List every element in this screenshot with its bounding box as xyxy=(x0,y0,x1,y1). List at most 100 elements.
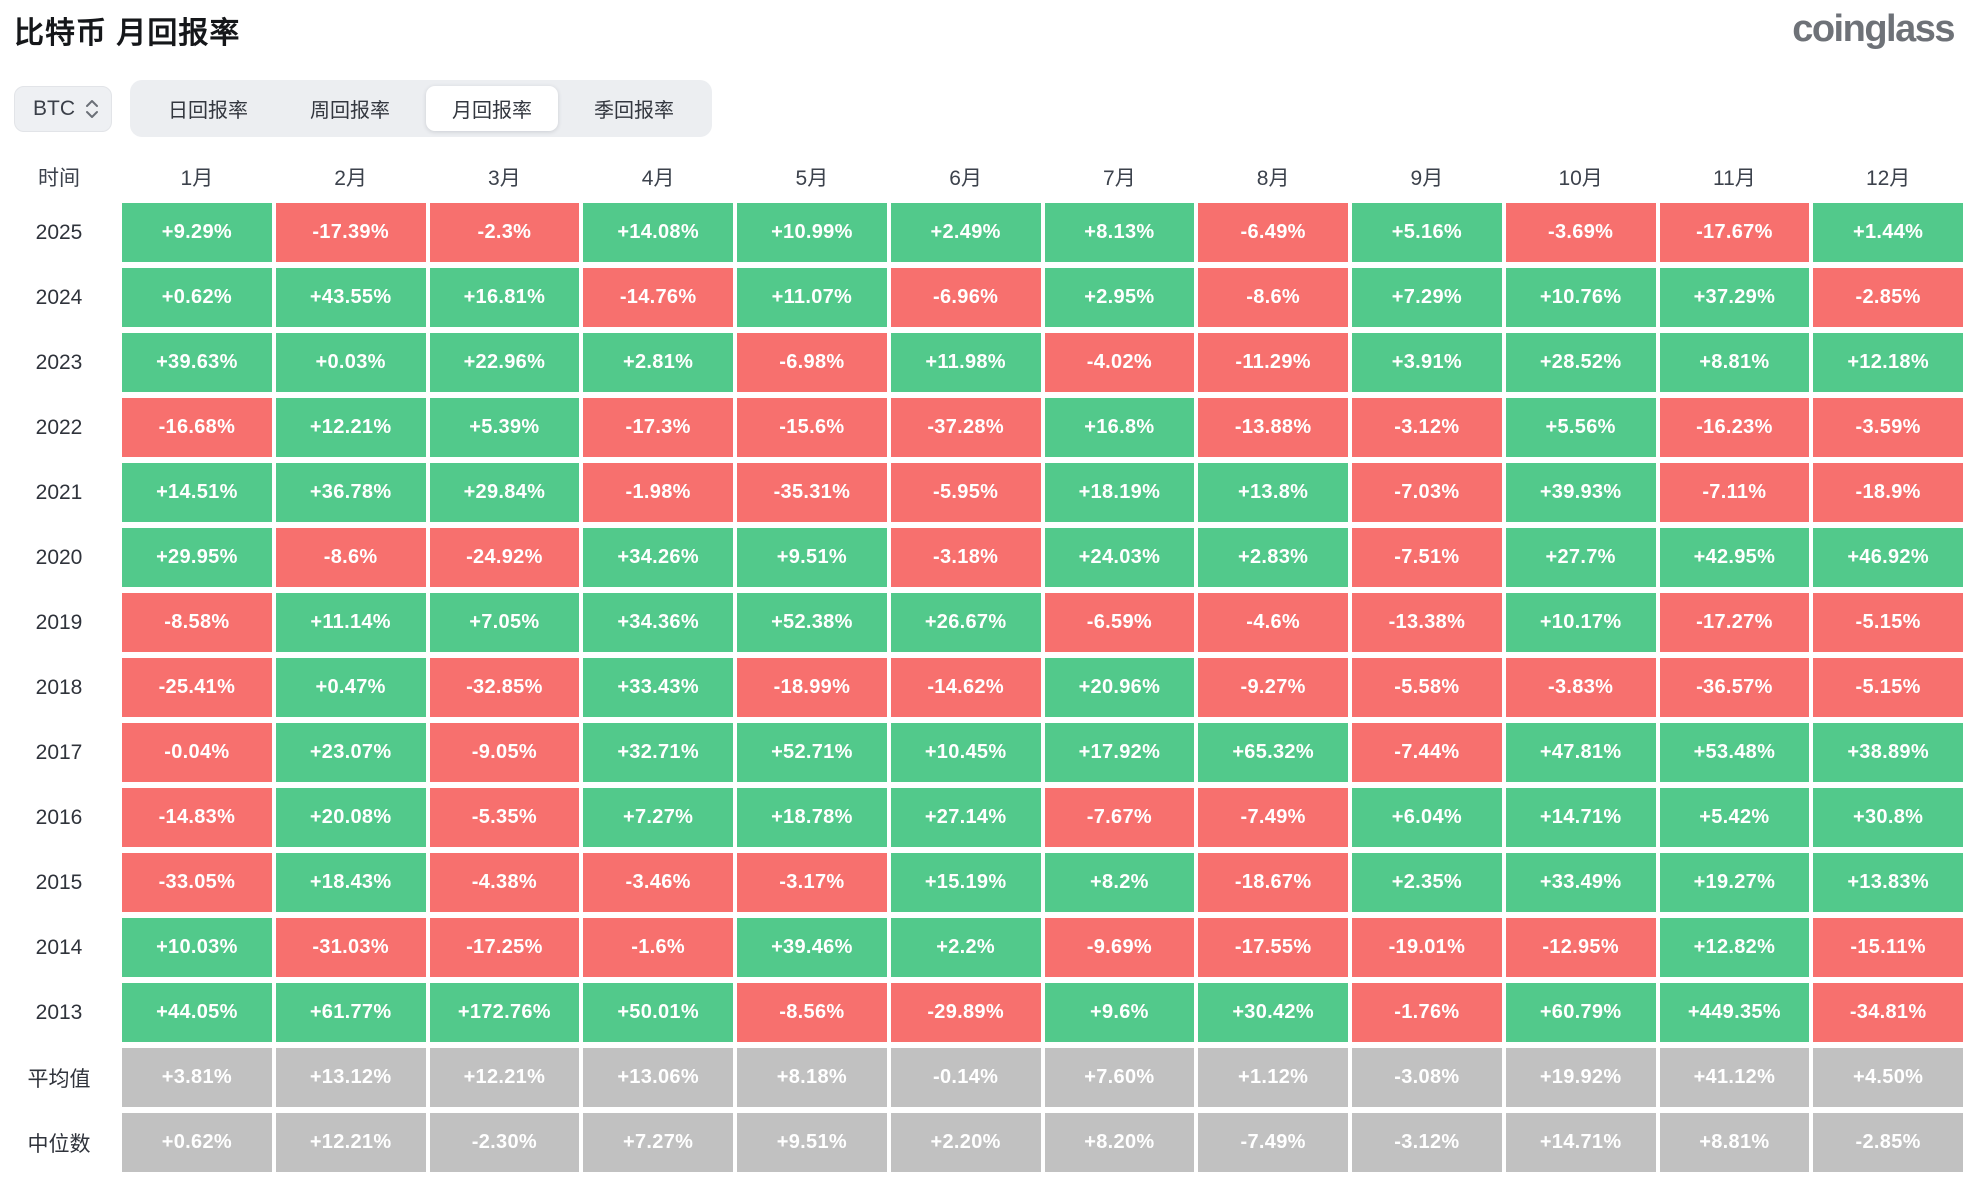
return-cell: +16.8% xyxy=(1044,398,1195,457)
return-cell: +27.7% xyxy=(1505,528,1656,587)
return-cell: +42.95% xyxy=(1659,528,1810,587)
return-cell: -9.27% xyxy=(1198,658,1348,717)
return-cell: +8.81% xyxy=(1659,1113,1810,1172)
row-label-year: 2021 xyxy=(35,480,83,504)
return-cell: -8.6% xyxy=(275,528,426,587)
return-cell: -6.59% xyxy=(1044,593,1195,652)
return-cell: -29.89% xyxy=(890,983,1041,1042)
return-cell: +13.12% xyxy=(275,1048,426,1107)
return-cell: +34.26% xyxy=(583,528,733,587)
return-cell: -7.67% xyxy=(1044,788,1195,847)
return-cell: -7.44% xyxy=(1352,723,1502,782)
return-cell: -24.92% xyxy=(429,528,580,587)
tab-monthly[interactable]: 月回报率 xyxy=(426,86,558,131)
return-cell: +8.13% xyxy=(1044,203,1195,262)
return-cell: +5.39% xyxy=(429,398,580,457)
return-cell: -2.3% xyxy=(429,203,580,262)
month-header: 5月 xyxy=(795,167,829,190)
return-cell: +65.32% xyxy=(1198,723,1348,782)
month-header: 1月 xyxy=(180,167,214,190)
return-cell: -14.76% xyxy=(583,268,733,327)
return-cell: -3.12% xyxy=(1352,398,1502,457)
row-label-year: 2016 xyxy=(35,805,83,829)
table-row: 2015 -33.05% +18.43% -4.38% -3.46% -3.17% +15.… xyxy=(0,853,1980,912)
monthly-returns-table: 时间 1月 2月 3月 4月 5月 6月 7月 8月 9月 10月 11月 12月 2025 +9.29% -… xyxy=(0,151,1980,1172)
return-cell: -37.28% xyxy=(890,398,1041,457)
return-cell: -1.76% xyxy=(1352,983,1502,1042)
table-row: 2025 +9.29% -17.39% -2.3% +14.08% +10.99% +2.4… xyxy=(0,203,1980,262)
month-header: 11月 xyxy=(1712,167,1756,190)
month-header: 9月 xyxy=(1410,167,1444,190)
return-cell: -12.95% xyxy=(1505,918,1656,977)
return-cell: +2.2% xyxy=(890,918,1041,977)
return-cell: +7.60% xyxy=(1044,1048,1195,1107)
return-cell: +28.52% xyxy=(1505,333,1656,392)
return-cell: -3.59% xyxy=(1813,398,1963,457)
return-cell: -2.30% xyxy=(429,1113,580,1172)
return-cell: -15.11% xyxy=(1813,918,1963,977)
row-label-year: 2019 xyxy=(35,610,83,634)
return-cell: +3.81% xyxy=(122,1048,272,1107)
coin-selector[interactable]: BTC xyxy=(14,85,112,132)
return-cell: +39.93% xyxy=(1505,463,1656,522)
return-cell: +11.07% xyxy=(737,268,887,327)
table-row: 2022 -16.68% +12.21% +5.39% -17.3% -15.6% -37.… xyxy=(0,398,1980,457)
return-cell: +9.51% xyxy=(737,1113,887,1172)
return-cell: +23.07% xyxy=(275,723,426,782)
return-cell: +13.83% xyxy=(1813,853,1963,912)
return-cell: +2.95% xyxy=(1044,268,1195,327)
return-cell: +50.01% xyxy=(583,983,733,1042)
return-cell: +7.05% xyxy=(429,593,580,652)
return-cell: +30.42% xyxy=(1198,983,1348,1042)
return-cell: -5.58% xyxy=(1352,658,1502,717)
return-cell: -32.85% xyxy=(429,658,580,717)
row-label-year: 2020 xyxy=(35,545,83,569)
tab-quarterly[interactable]: 季回报率 xyxy=(568,86,700,131)
return-cell: -3.69% xyxy=(1505,203,1656,262)
row-label-year: 2023 xyxy=(35,350,83,374)
return-cell: +8.18% xyxy=(737,1048,887,1107)
month-header: 3月 xyxy=(488,167,521,190)
return-cell: +7.27% xyxy=(583,788,733,847)
controls-row: BTC 日回报率 周回报率 月回报率 季回报率 xyxy=(14,80,1980,137)
row-label-year: 2014 xyxy=(35,935,83,959)
return-cell: +0.62% xyxy=(122,1113,272,1172)
return-cell: +10.76% xyxy=(1505,268,1656,327)
month-header: 10月 xyxy=(1558,167,1603,190)
return-cell: +37.29% xyxy=(1659,268,1810,327)
return-cell: -7.49% xyxy=(1198,788,1348,847)
return-cell: -7.49% xyxy=(1198,1113,1348,1172)
table-row: 2017 -0.04% +23.07% -9.05% +32.71% +52.71% +10… xyxy=(0,723,1980,782)
return-cell: -3.08% xyxy=(1352,1048,1502,1107)
return-cell: +17.92% xyxy=(1044,723,1195,782)
return-cell: +52.71% xyxy=(737,723,887,782)
return-cell: -6.98% xyxy=(737,333,887,392)
return-cell: -0.04% xyxy=(122,723,272,782)
return-cell: +4.50% xyxy=(1813,1048,1963,1107)
return-cell: -2.85% xyxy=(1813,1113,1963,1172)
return-cell: -17.27% xyxy=(1659,593,1810,652)
return-cell: +11.98% xyxy=(890,333,1041,392)
month-header: 2月 xyxy=(334,167,367,190)
return-cell: +10.03% xyxy=(122,918,272,977)
return-cell: -35.31% xyxy=(737,463,887,522)
return-cell: +43.55% xyxy=(275,268,426,327)
return-cell: +53.48% xyxy=(1659,723,1810,782)
return-cell: -36.57% xyxy=(1659,658,1810,717)
return-cell: +5.42% xyxy=(1659,788,1810,847)
return-cell: +2.83% xyxy=(1198,528,1348,587)
return-cell: -33.05% xyxy=(122,853,272,912)
row-label-year: 2015 xyxy=(35,870,83,894)
table-row: 2014 +10.03% -31.03% -17.25% -1.6% +39.46% +2.… xyxy=(0,918,1980,977)
topbar: 比特币 月回报率 coinglass xyxy=(0,0,1980,52)
return-cell: -7.03% xyxy=(1352,463,1502,522)
return-cell: +12.82% xyxy=(1659,918,1810,977)
row-label-summary: 平均值 xyxy=(27,1067,91,1091)
tab-weekly[interactable]: 周回报率 xyxy=(284,86,416,131)
table-row: 中位数 +0.62% +12.21% -2.30% +7.27% +9.51% +2.20%… xyxy=(0,1113,1980,1172)
return-cell: +18.78% xyxy=(737,788,887,847)
return-cell: +20.96% xyxy=(1044,658,1195,717)
tab-daily[interactable]: 日回报率 xyxy=(142,86,274,131)
return-cell: +36.78% xyxy=(275,463,426,522)
return-cell: -13.38% xyxy=(1352,593,1502,652)
